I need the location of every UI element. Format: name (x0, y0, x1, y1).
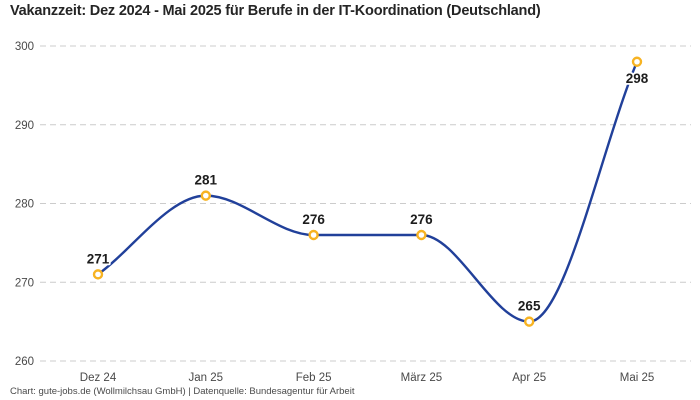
y-tick-label: 290 (15, 120, 34, 132)
x-tick-label: März 25 (401, 372, 443, 384)
y-tick-label: 270 (15, 277, 34, 289)
data-point-label: 265 (518, 299, 541, 314)
y-tick-label: 280 (15, 199, 34, 211)
x-tick-label: Feb 25 (296, 372, 332, 384)
chart-attribution: Chart: gute-jobs.de (Wollmilchsau GmbH) … (10, 386, 355, 397)
y-tick-label: 260 (15, 356, 34, 368)
y-tick-label: 300 (15, 41, 34, 53)
data-point-marker (524, 316, 535, 327)
data-point-label: 298 (626, 71, 649, 86)
data-point-label: 281 (195, 173, 218, 188)
x-tick-label: Dez 24 (80, 372, 117, 384)
data-point-marker (92, 269, 104, 280)
chart-title: Vakanzzeit: Dez 2024 - Mai 2025 für Beru… (10, 3, 541, 19)
x-tick-label: Apr 25 (512, 372, 546, 384)
data-point-label: 276 (302, 212, 325, 227)
data-point-label: 271 (87, 251, 110, 266)
data-point-marker (200, 190, 212, 201)
data-point-marker (631, 56, 643, 67)
data-point-marker (308, 229, 319, 241)
x-tick-label: Jan 25 (189, 372, 224, 384)
data-point-label: 276 (410, 212, 433, 227)
x-tick-label: Mai 25 (620, 372, 655, 384)
data-point-marker (416, 229, 427, 241)
series-line (96, 60, 639, 323)
